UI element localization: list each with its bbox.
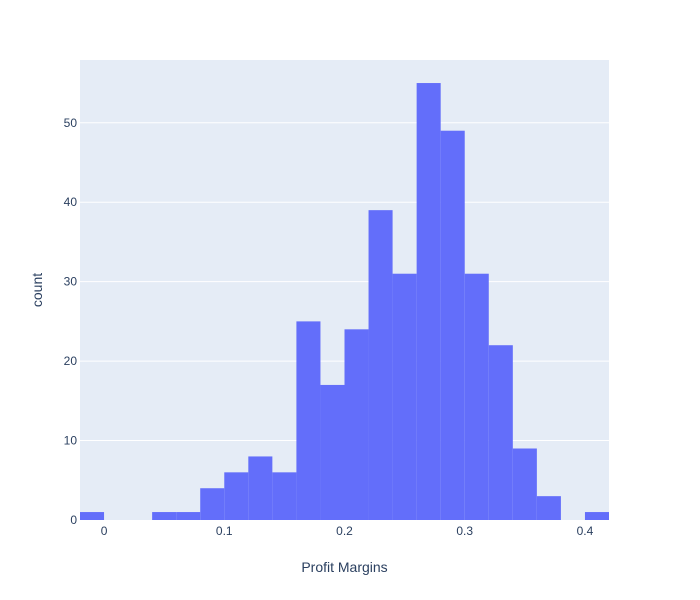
- histogram-bar: [296, 321, 321, 520]
- histogram-bar: [272, 472, 297, 520]
- x-tick-label: 0.2: [336, 524, 353, 538]
- x-tick-label: 0: [101, 524, 108, 538]
- y-tick-label: 0: [70, 513, 77, 527]
- y-tick-labels: 0 10 20 30 40 50: [64, 116, 78, 527]
- x-tick-label: 0.1: [216, 524, 233, 538]
- histogram-bar: [416, 83, 441, 520]
- y-tick-label: 30: [64, 275, 78, 289]
- histogram-bar: [488, 345, 513, 520]
- y-tick-label: 10: [64, 434, 78, 448]
- histogram-bar: [344, 329, 369, 520]
- y-tick-label: 20: [64, 354, 78, 368]
- x-tick-label: 0.4: [577, 524, 594, 538]
- histogram-bar: [440, 130, 465, 520]
- histogram-bar: [152, 512, 177, 520]
- x-tick-labels: 0 0.1 0.2 0.3 0.4: [101, 524, 594, 538]
- x-tick-label: 0.3: [456, 524, 473, 538]
- histogram-bar: [464, 273, 489, 520]
- x-axis-title: Profit Margins: [301, 559, 387, 575]
- y-tick-label: 50: [64, 116, 78, 130]
- bars: [80, 83, 609, 520]
- histogram-bar: [392, 273, 417, 520]
- histogram-bar: [584, 512, 609, 520]
- y-axis-title: count: [29, 273, 45, 307]
- histogram-bar: [80, 512, 105, 520]
- histogram-bar: [368, 210, 393, 520]
- y-tick-label: 40: [64, 195, 78, 209]
- histogram-bar: [176, 512, 201, 520]
- histogram-bar: [248, 456, 273, 520]
- histogram-bar: [512, 448, 537, 520]
- histogram-bar: [224, 472, 249, 520]
- histogram-bar: [536, 496, 561, 520]
- histogram-bar: [320, 384, 345, 520]
- histogram-bar: [200, 488, 225, 520]
